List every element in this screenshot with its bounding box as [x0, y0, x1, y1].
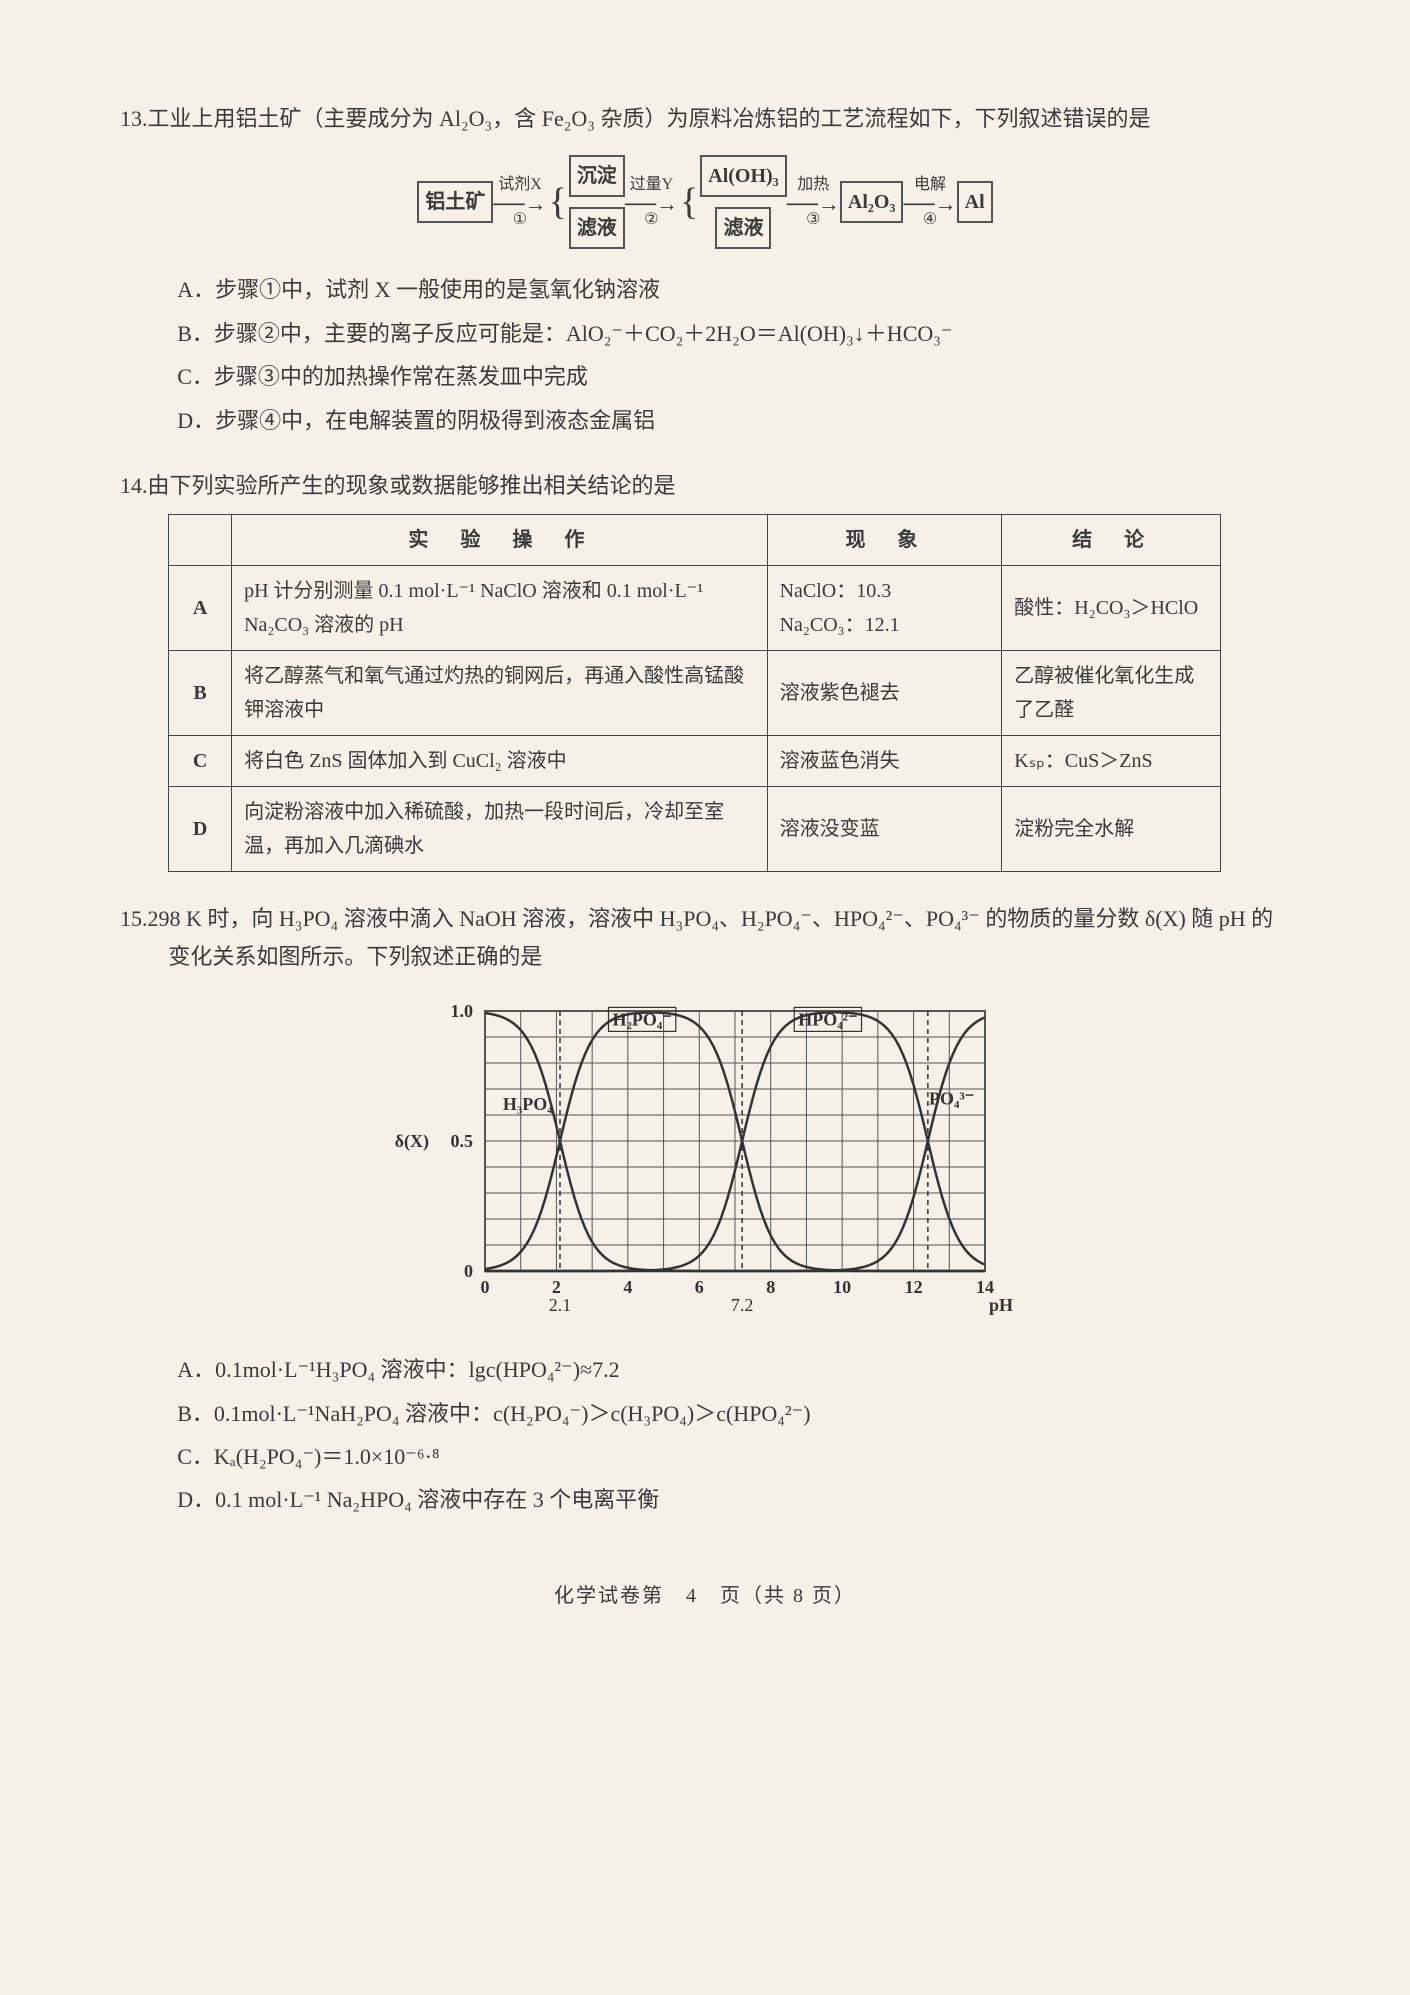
th-cc: 结 论 [1002, 515, 1221, 566]
page-footer: 化学试卷第 4 页（共 8 页） [120, 1579, 1290, 1613]
q15-stem-text: 298 K 时，向 H₃PO₄ 溶液中滴入 NaOH 溶液，溶液中 H₃PO₄、… [148, 906, 1274, 968]
svg-text:4: 4 [623, 1277, 632, 1297]
arrow2-under: ② [644, 206, 658, 233]
flow-node-precipitate: 沉淀 [569, 155, 625, 197]
bracket-1: { [547, 183, 569, 221]
table-row[interactable]: A pH 计分别测量 0.1 mol·L⁻¹ NaClO 溶液和 0.1 mol… [169, 566, 1221, 651]
q15-opt-a[interactable]: A．0.1mol·L⁻¹H₃PO₄ 溶液中：lgc(HPO₄²⁻)≈7.2 [177, 1351, 1290, 1388]
q13-options: A．步骤①中，试剂 X 一般使用的是氢氧化钠溶液 B．步骤②中，主要的离子反应可… [120, 271, 1290, 439]
row-b-label: B [169, 651, 232, 736]
svg-text:6: 6 [695, 1277, 704, 1297]
svg-text:δ(X): δ(X) [395, 1131, 429, 1152]
flow-node-filtrate2: 滤液 [715, 207, 771, 249]
row-a-cc: 酸性：H₂CO₃＞HClO [1002, 566, 1221, 651]
th-op: 实 验 操 作 [232, 515, 767, 566]
row-d-op: 向淀粉溶液中加入稀硫酸，加热一段时间后，冷却至室温，再加入几滴碘水 [232, 787, 767, 872]
q15-opt-d[interactable]: D．0.1 mol·L⁻¹ Na₂HPO₄ 溶液中存在 3 个电离平衡 [177, 1481, 1290, 1518]
row-c-label: C [169, 736, 232, 787]
svg-text:7.2: 7.2 [731, 1295, 754, 1315]
svg-text:H₂PO₄⁻: H₂PO₄⁻ [612, 1010, 671, 1030]
row-b-cc: 乙醇被催化氧化生成了乙醛 [1002, 651, 1221, 736]
arrow3-under: ③ [806, 206, 820, 233]
svg-text:8: 8 [766, 1277, 775, 1297]
row-d-ph: 溶液没变蓝 [767, 787, 1002, 872]
row-c-cc: Kₛₚ：CuS＞ZnS [1002, 736, 1221, 787]
q15-opt-c[interactable]: C．Kₐ(H₂PO₄⁻)＝1.0×10⁻⁶·⁸ [177, 1438, 1290, 1475]
q15-opt-b[interactable]: B．0.1mol·L⁻¹NaH₂PO₄ 溶液中：c(H₂PO₄⁻)＞c(H₃PO… [177, 1395, 1290, 1432]
q13-opt-b[interactable]: B．步骤②中，主要的离子反应可能是：AlO₂⁻＋CO₂＋2H₂O＝Al(OH)₃… [177, 315, 1290, 352]
q13-number: 13. [120, 106, 148, 131]
flow-arrow-2: 过量Y ──→ ② [625, 171, 678, 233]
q13-flowchart: 铝土矿 试剂X ──→ ① { 沉淀 滤液 过量Y ──→ ② { Al(OH)… [120, 155, 1290, 249]
flow-arrow-1: 试剂X ──→ ① [493, 171, 546, 233]
svg-text:14: 14 [976, 1277, 994, 1297]
question-14: 14.由下列实验所产生的现象或数据能够推出相关结论的是 实 验 操 作 现 象 … [120, 467, 1290, 872]
svg-text:0: 0 [481, 1277, 490, 1297]
arrow1-under: ① [513, 206, 527, 233]
th-ph: 现 象 [767, 515, 1002, 566]
flow-node-filtrate1: 滤液 [569, 207, 625, 249]
q15-number: 15. [120, 906, 148, 931]
flow-node-ore: 铝土矿 [417, 181, 493, 223]
row-a-op: pH 计分别测量 0.1 mol·L⁻¹ NaClO 溶液和 0.1 mol·L… [232, 566, 767, 651]
q14-number: 14. [120, 473, 148, 498]
q14-stem: 14.由下列实验所产生的现象或数据能够推出相关结论的是 [120, 467, 1290, 504]
row-a-ph: NaClO：10.3 Na₂CO₃：12.1 [767, 566, 1002, 651]
row-d-cc: 淀粉完全水解 [1002, 787, 1221, 872]
delta-chart-svg: 0 2 4 6 8 10 12 14 2.1 7.2 pH 0 0.5 1.0 δ(X) H₃PO₄ H₂PO₄… [395, 991, 1015, 1331]
row-b-ph: 溶液紫色褪去 [767, 651, 1002, 736]
flow-split-2: Al(OH)₃ 滤液 [700, 155, 786, 249]
svg-text:1.0: 1.0 [451, 1001, 474, 1021]
svg-text:HPO₄²⁻: HPO₄²⁻ [798, 1010, 857, 1030]
flow-node-al2o3: Al₂O₃ [840, 181, 904, 223]
table-row[interactable]: C 将白色 ZnS 固体加入到 CuCl₂ 溶液中 溶液蓝色消失 Kₛₚ：CuS… [169, 736, 1221, 787]
row-b-op: 将乙醇蒸气和氧气通过灼热的铜网后，再通入酸性高锰酸钾溶液中 [232, 651, 767, 736]
flow-node-aloh3: Al(OH)₃ [700, 155, 786, 197]
row-c-op: 将白色 ZnS 固体加入到 CuCl₂ 溶液中 [232, 736, 767, 787]
flow-node-al: Al [957, 181, 993, 223]
svg-text:pH: pH [989, 1295, 1013, 1315]
svg-text:PO₄³⁻: PO₄³⁻ [929, 1089, 974, 1109]
q13-stem: 13.工业上用铝土矿（主要成分为 Al₂O₃，含 Fe₂O₃ 杂质）为原料冶炼铝… [120, 100, 1290, 137]
q13-opt-d[interactable]: D．步骤④中，在电解装置的阴极得到液态金属铝 [177, 402, 1290, 439]
q15-stem: 15.298 K 时，向 H₃PO₄ 溶液中滴入 NaOH 溶液，溶液中 H₃P… [120, 900, 1290, 975]
q13-opt-a[interactable]: A．步骤①中，试剂 X 一般使用的是氢氧化钠溶液 [177, 271, 1290, 308]
q13-stem-text: 工业上用铝土矿（主要成分为 Al₂O₃，含 Fe₂O₃ 杂质）为原料冶炼铝的工艺… [148, 106, 1151, 131]
row-d-label: D [169, 787, 232, 872]
table-row[interactable]: B 将乙醇蒸气和氧气通过灼热的铜网后，再通入酸性高锰酸钾溶液中 溶液紫色褪去 乙… [169, 651, 1221, 736]
question-15: 15.298 K 时，向 H₃PO₄ 溶液中滴入 NaOH 溶液，溶液中 H₃P… [120, 900, 1290, 1518]
table-row[interactable]: D 向淀粉溶液中加入稀硫酸，加热一段时间后，冷却至室温，再加入几滴碘水 溶液没变… [169, 787, 1221, 872]
table-header-row: 实 验 操 作 现 象 结 论 [169, 515, 1221, 566]
flow-split-1: 沉淀 滤液 [569, 155, 625, 249]
svg-text:10: 10 [833, 1277, 851, 1297]
arrow4-under: ④ [923, 206, 937, 233]
svg-text:2: 2 [552, 1277, 561, 1297]
q14-stem-text: 由下列实验所产生的现象或数据能够推出相关结论的是 [148, 473, 676, 498]
bracket-2: { [678, 183, 700, 221]
th-blank [169, 515, 232, 566]
row-a-label: A [169, 566, 232, 651]
row-c-ph: 溶液蓝色消失 [767, 736, 1002, 787]
q15-options: A．0.1mol·L⁻¹H₃PO₄ 溶液中：lgc(HPO₄²⁻)≈7.2 B．… [120, 1351, 1290, 1519]
q15-chart: 0 2 4 6 8 10 12 14 2.1 7.2 pH 0 0.5 1.0 δ(X) H₃PO₄ H₂PO₄… [120, 991, 1290, 1331]
question-13: 13.工业上用铝土矿（主要成分为 Al₂O₃，含 Fe₂O₃ 杂质）为原料冶炼铝… [120, 100, 1290, 439]
flow-arrow-3: 加热 ──→ ③ [787, 171, 840, 233]
q14-table: 实 验 操 作 现 象 结 论 A pH 计分别测量 0.1 mol·L⁻¹ N… [168, 514, 1221, 872]
svg-text:12: 12 [905, 1277, 923, 1297]
flow-arrow-4: 电解 ──→ ④ [903, 171, 956, 233]
svg-text:0: 0 [464, 1261, 473, 1281]
q13-opt-c[interactable]: C．步骤③中的加热操作常在蒸发皿中完成 [177, 358, 1290, 395]
svg-text:0.5: 0.5 [451, 1131, 474, 1151]
svg-text:2.1: 2.1 [549, 1295, 572, 1315]
svg-text:H₃PO₄: H₃PO₄ [503, 1094, 553, 1114]
